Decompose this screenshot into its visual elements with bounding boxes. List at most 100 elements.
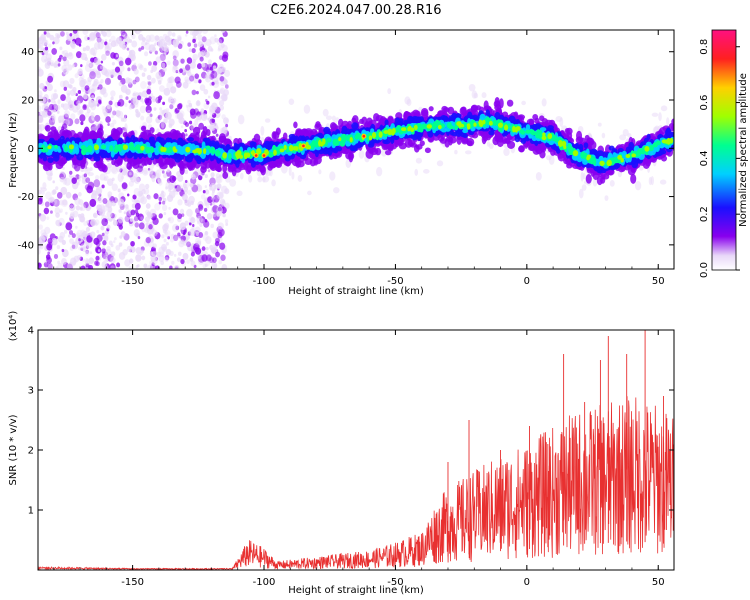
noise-blob: [53, 253, 59, 259]
noise-blob: [71, 244, 76, 249]
noise-blob: [201, 246, 206, 251]
noise-blob: [61, 258, 67, 265]
noise-blob: [122, 116, 127, 123]
noise-blob: [177, 232, 181, 237]
noise-blob: [100, 225, 105, 231]
noise-blob: [165, 186, 168, 190]
noise-blob: [133, 215, 139, 222]
noise-blob: [101, 232, 105, 237]
noise-blob: [152, 47, 156, 52]
noise-blob: [119, 40, 126, 49]
noise-blob: [51, 121, 55, 126]
noise-blob: [168, 216, 175, 224]
noise-blob: [111, 200, 117, 207]
ridge-blob: [475, 105, 482, 111]
halo-blob: [634, 180, 642, 191]
halo-blob: [53, 100, 57, 110]
noise-blob: [164, 35, 171, 43]
noise-blob: [110, 74, 114, 78]
noise-blob: [169, 104, 174, 110]
noise-blob: [132, 97, 139, 106]
noise-blob: [204, 174, 208, 179]
noise-blob: [209, 108, 215, 116]
noise-blob: [65, 211, 68, 215]
noise-blob: [74, 118, 80, 125]
noise-blob: [203, 207, 208, 212]
noise-blob: [55, 219, 61, 227]
noise-blob: [38, 110, 46, 119]
noise-blob: [65, 222, 73, 231]
noise-blob: [75, 225, 78, 229]
noise-blob: [115, 244, 121, 251]
noise-blob: [154, 35, 160, 41]
noise-blob: [158, 196, 162, 202]
noise-blob: [117, 74, 122, 81]
noise-blob: [211, 112, 217, 118]
noise-blob: [130, 209, 136, 216]
noise-blob: [172, 55, 177, 61]
ridge-blob: [304, 128, 313, 135]
noise-blob: [187, 99, 191, 105]
noise-blob: [190, 73, 195, 78]
noise-blob: [211, 70, 215, 74]
noise-blob: [138, 64, 144, 71]
noise-blob: [68, 52, 73, 57]
noise-blob: [157, 80, 162, 85]
noise-blob: [197, 34, 203, 41]
noise-blob: [173, 188, 177, 193]
noise-blob: [70, 204, 74, 209]
noise-blob: [124, 103, 128, 107]
noise-blob: [134, 30, 141, 35]
noise-blob: [70, 113, 76, 120]
noise-blob: [127, 78, 133, 85]
noise-blob: [78, 178, 82, 182]
noise-blob: [131, 203, 136, 209]
noise-blob: [91, 94, 95, 99]
noise-blob: [76, 71, 80, 75]
noise-blob: [76, 229, 83, 238]
noise-blob: [180, 58, 185, 64]
noise-blob: [167, 98, 171, 102]
noise-blob: [132, 194, 137, 200]
noise-blob: [176, 257, 181, 262]
noise-blob: [215, 251, 220, 258]
halo-blob: [541, 98, 547, 107]
ridge-blob: [304, 158, 313, 165]
noise-blob: [69, 170, 73, 175]
noise-blob: [156, 251, 162, 258]
noise-blob: [47, 43, 52, 48]
halo-blob: [329, 171, 336, 181]
noise-blob: [179, 208, 185, 214]
noise-blob: [160, 260, 165, 266]
noise-blob: [149, 264, 157, 269]
halo-blob: [303, 104, 311, 114]
noise-blob: [218, 63, 224, 70]
noise-blob: [222, 213, 226, 218]
noise-blob: [151, 250, 157, 257]
noise-blob: [141, 100, 145, 104]
noise-blob: [126, 47, 130, 51]
noise-blob: [151, 95, 156, 101]
noise-blob: [43, 207, 50, 215]
noise-blob: [182, 193, 188, 201]
halo-blob: [288, 98, 295, 105]
halo-blob: [236, 190, 243, 197]
noise-blob: [186, 259, 190, 264]
halo-blob: [239, 172, 244, 180]
noise-blob: [210, 195, 216, 201]
noise-blob: [154, 231, 161, 240]
noise-blob: [172, 38, 180, 47]
halo-blob: [404, 96, 411, 105]
noise-blob: [55, 104, 61, 111]
noise-blob: [65, 95, 72, 103]
halo-blob: [436, 160, 444, 167]
noise-blob: [128, 258, 134, 264]
noise-blob: [38, 118, 41, 123]
ridge-blob: [295, 128, 303, 135]
noise-blob: [184, 128, 188, 133]
halo-blob: [57, 99, 61, 105]
noise-blob: [100, 30, 104, 35]
noise-blob: [162, 173, 168, 179]
noise-blob: [62, 80, 70, 89]
ridge-blob: [45, 124, 51, 132]
